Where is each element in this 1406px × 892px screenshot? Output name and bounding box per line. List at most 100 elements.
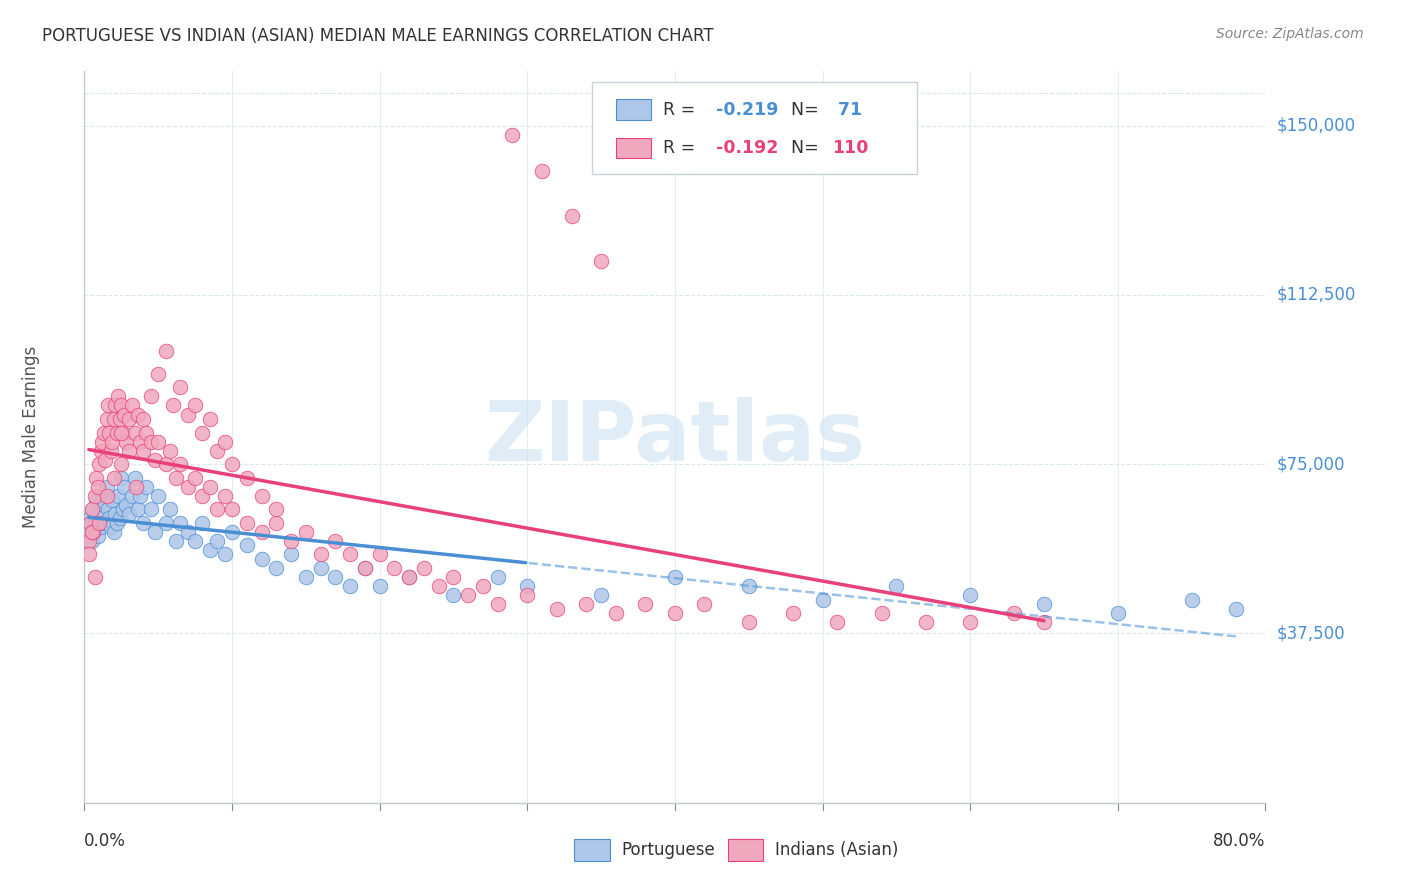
Point bbox=[295, 570, 318, 584]
Text: N=: N= bbox=[790, 139, 824, 157]
Point bbox=[110, 471, 132, 485]
Point bbox=[266, 561, 288, 575]
Point bbox=[132, 412, 155, 426]
Point bbox=[107, 489, 129, 503]
Point bbox=[94, 516, 117, 530]
Point bbox=[96, 489, 118, 503]
Point bbox=[959, 588, 981, 602]
Point bbox=[398, 570, 420, 584]
Point bbox=[97, 399, 120, 413]
Point bbox=[100, 520, 122, 534]
Point bbox=[129, 434, 152, 449]
Point bbox=[738, 579, 761, 593]
Point bbox=[91, 489, 114, 503]
Text: -0.219: -0.219 bbox=[716, 101, 779, 119]
Point bbox=[664, 570, 686, 584]
Point bbox=[207, 533, 229, 548]
Point bbox=[221, 457, 243, 471]
Point bbox=[129, 489, 152, 503]
Point bbox=[90, 443, 112, 458]
Point bbox=[398, 570, 420, 584]
Point bbox=[148, 489, 170, 503]
Point bbox=[86, 480, 108, 494]
Point bbox=[105, 425, 128, 440]
Point bbox=[472, 579, 495, 593]
Text: $75,000: $75,000 bbox=[1277, 455, 1346, 473]
Point bbox=[135, 480, 157, 494]
Point bbox=[486, 570, 509, 584]
Point bbox=[103, 412, 125, 426]
Point bbox=[111, 502, 134, 516]
Point bbox=[295, 524, 318, 539]
Point bbox=[207, 443, 229, 458]
Point bbox=[427, 579, 450, 593]
Point bbox=[339, 579, 361, 593]
Point bbox=[591, 254, 613, 268]
Text: Portuguese: Portuguese bbox=[621, 841, 716, 859]
Text: PORTUGUESE VS INDIAN (ASIAN) MEDIAN MALE EARNINGS CORRELATION CHART: PORTUGUESE VS INDIAN (ASIAN) MEDIAN MALE… bbox=[42, 27, 714, 45]
FancyBboxPatch shape bbox=[728, 839, 763, 862]
Point bbox=[84, 493, 107, 508]
Point bbox=[94, 452, 117, 467]
Text: $37,500: $37,500 bbox=[1277, 624, 1346, 642]
Point bbox=[1181, 592, 1204, 607]
Point bbox=[108, 412, 131, 426]
Point bbox=[139, 502, 162, 516]
Point bbox=[221, 524, 243, 539]
Point bbox=[127, 408, 149, 422]
Point bbox=[125, 480, 148, 494]
Point bbox=[693, 597, 716, 611]
Point bbox=[339, 548, 361, 562]
Point bbox=[107, 389, 129, 403]
Text: 71: 71 bbox=[832, 101, 862, 119]
Point bbox=[155, 344, 177, 359]
Point bbox=[155, 516, 177, 530]
Point bbox=[121, 399, 143, 413]
Point bbox=[1225, 601, 1247, 615]
Point bbox=[382, 561, 406, 575]
Point bbox=[827, 615, 849, 630]
Point bbox=[103, 524, 125, 539]
Point bbox=[443, 570, 465, 584]
Point bbox=[236, 471, 259, 485]
Point bbox=[82, 502, 104, 516]
Point bbox=[83, 570, 105, 584]
Point bbox=[79, 516, 101, 530]
Point bbox=[191, 489, 214, 503]
Point bbox=[87, 457, 111, 471]
Point bbox=[159, 502, 181, 516]
Point bbox=[104, 399, 127, 413]
Point bbox=[1033, 615, 1056, 630]
Point bbox=[738, 615, 761, 630]
Text: $150,000: $150,000 bbox=[1277, 117, 1355, 135]
Point bbox=[413, 561, 436, 575]
Point bbox=[118, 507, 141, 521]
Point bbox=[111, 425, 134, 440]
Point bbox=[110, 457, 132, 471]
Point bbox=[108, 511, 131, 525]
Point bbox=[634, 597, 657, 611]
Point bbox=[165, 471, 187, 485]
Point bbox=[250, 524, 273, 539]
Point bbox=[605, 606, 627, 620]
Point bbox=[221, 502, 243, 516]
Point bbox=[266, 502, 288, 516]
Point bbox=[280, 548, 302, 562]
Point bbox=[110, 399, 132, 413]
Point bbox=[91, 434, 114, 449]
Point bbox=[309, 561, 332, 575]
Point bbox=[184, 533, 207, 548]
Point bbox=[782, 606, 804, 620]
Point bbox=[96, 480, 118, 494]
Point bbox=[143, 452, 166, 467]
Point bbox=[97, 502, 120, 516]
Point bbox=[79, 511, 101, 525]
Point bbox=[139, 389, 162, 403]
Point bbox=[325, 570, 347, 584]
Point bbox=[177, 480, 200, 494]
Point bbox=[82, 524, 104, 539]
Point bbox=[169, 457, 191, 471]
Point bbox=[77, 548, 100, 562]
Point bbox=[546, 601, 568, 615]
Point bbox=[236, 538, 259, 552]
